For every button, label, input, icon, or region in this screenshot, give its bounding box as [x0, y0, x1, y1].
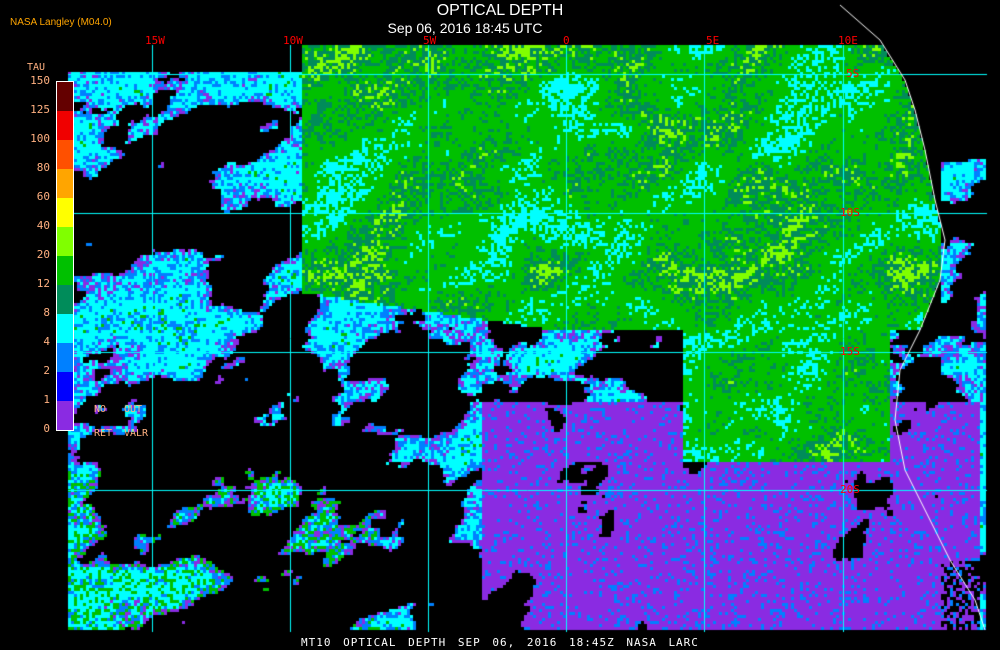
colorbar-tick: 1	[43, 393, 50, 406]
colorbar-swatch	[57, 82, 73, 111]
colorbar-swatch	[57, 401, 73, 430]
lon-label: 0	[563, 34, 570, 47]
colorbar-swatch	[57, 256, 73, 285]
colorbar-tick: 20	[36, 248, 50, 261]
lon-label: 5E	[706, 34, 720, 47]
colorbar-tick: 60	[36, 190, 50, 203]
lon-label: 10E	[838, 34, 858, 47]
colorbar-tick: 80	[36, 161, 50, 174]
colorbar-tick: 8	[43, 306, 50, 319]
colorbar-swatch	[57, 343, 73, 372]
colorbar-swatch	[57, 140, 73, 169]
colorbar	[56, 81, 74, 431]
lat-label: 5S	[846, 67, 860, 80]
colorbar-tick: 100	[30, 132, 50, 145]
no-ret-label: NO	[94, 404, 107, 415]
lon-label: 5W	[423, 34, 437, 47]
colorbar-tick: 150	[30, 74, 50, 87]
no-ret-label: RET	[94, 428, 113, 439]
colorbar-tick: 125	[30, 103, 50, 116]
out-valr-label: VALR	[124, 428, 149, 439]
lat-label: 10S	[840, 206, 860, 219]
lat-label: 20S	[840, 483, 860, 496]
map-title: OPTICAL DEPTH	[436, 2, 564, 19]
colorbar-swatch	[57, 314, 73, 343]
colorbar-swatch	[57, 372, 73, 401]
colorbar-tick: 40	[36, 219, 50, 232]
colorbar-swatch	[57, 198, 73, 227]
colorbar-swatch	[57, 169, 73, 198]
lon-label: 10W	[283, 34, 303, 47]
colorbar-swatch	[57, 227, 73, 256]
lat-label: 15S	[840, 345, 860, 358]
footer-caption: MT10 OPTICAL DEPTH SEP 06, 2016 18:45Z N…	[301, 636, 699, 649]
map-timestamp: Sep 06, 2016 18:45 UTC	[387, 20, 543, 36]
lon-label: 15W	[145, 34, 165, 47]
out-valr-label: OUT	[124, 404, 143, 415]
colorbar-swatch	[57, 285, 73, 314]
colorbar-tick: 12	[36, 277, 50, 290]
colorbar-swatch	[57, 111, 73, 140]
colorbar-tick: 4	[43, 335, 50, 348]
colorbar-tick: 2	[43, 364, 50, 377]
colorbar-tick: 0	[43, 422, 50, 435]
colorbar-label: TAU	[27, 62, 46, 73]
source-label: NASA Langley (M04.0)	[10, 17, 112, 28]
